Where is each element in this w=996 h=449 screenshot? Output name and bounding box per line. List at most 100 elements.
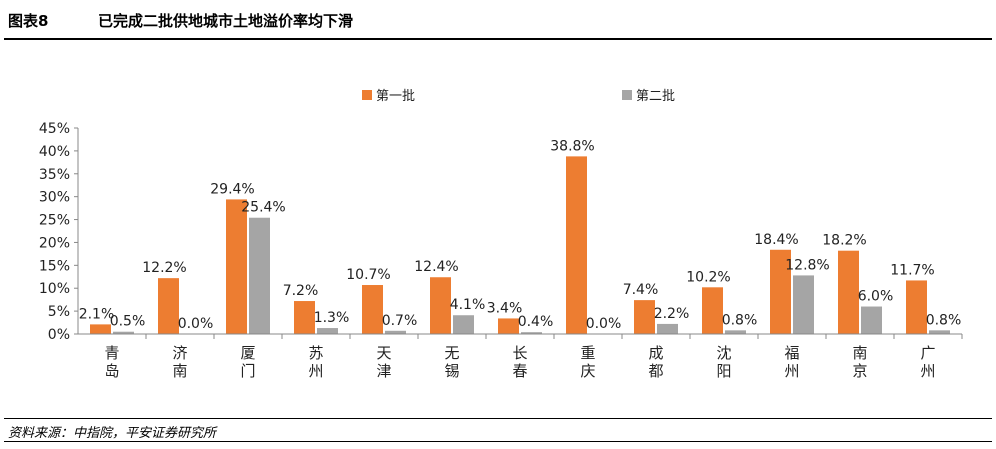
bar-series-1 <box>294 301 315 334</box>
data-label-series-1: 7.4% <box>623 282 659 298</box>
data-label-series-2: 0.0% <box>178 316 214 332</box>
y-tick-label: 25% <box>39 213 70 229</box>
x-tick-label: 沈 <box>716 344 731 362</box>
bar-series-2 <box>929 330 950 334</box>
legend: 第一批 第二批 <box>362 89 675 104</box>
data-label-series-1: 29.4% <box>210 181 254 197</box>
x-tick-label: 阳 <box>716 362 731 380</box>
x-tick-label: 济 <box>172 344 187 362</box>
data-label-series-2: 12.8% <box>785 257 829 273</box>
data-label-series-2: 2.2% <box>654 306 690 322</box>
data-label-series-1: 3.4% <box>487 300 523 316</box>
legend-label: 第一批 <box>376 89 415 104</box>
bar-series-1 <box>702 287 723 334</box>
x-tick-label: 重 <box>580 344 595 362</box>
bar-chart: 第一批 第二批 0% 5% 10% 15% 20% 25% 30% 35% 40% 45% 2.1%… <box>39 89 963 380</box>
data-label-series-2: 0.5% <box>110 314 146 330</box>
data-label-series-2: 0.8% <box>722 312 758 328</box>
x-tick-label: 南 <box>852 344 867 362</box>
bottom-rule <box>4 418 992 419</box>
bar-series-1 <box>838 250 859 334</box>
top-rule <box>4 38 992 40</box>
legend-swatch <box>622 90 632 100</box>
y-axis: 0% 5% 10% 15% 20% 25% 30% 35% 40% 45% <box>39 121 79 343</box>
y-tick-label: 0% <box>48 327 70 343</box>
y-tick-label: 10% <box>39 281 70 297</box>
data-label-series-2: 0.8% <box>926 312 962 328</box>
bar-series-1 <box>362 285 383 334</box>
data-label-series-1: 7.2% <box>283 283 319 299</box>
y-tick-label: 30% <box>39 190 70 206</box>
x-tick-label: 天 <box>376 344 391 362</box>
legend-label: 第二批 <box>636 89 675 104</box>
data-label-series-2: 4.1% <box>450 297 486 313</box>
y-tick-label: 20% <box>39 235 70 251</box>
x-tick-label: 南 <box>172 362 187 380</box>
bar-series-2 <box>521 332 542 334</box>
x-tick-label: 州 <box>784 362 799 380</box>
bars <box>90 156 950 334</box>
x-tick-label: 岛 <box>104 362 119 380</box>
bar-series-2 <box>113 331 134 334</box>
data-label-series-2: 0.0% <box>586 316 622 332</box>
bar-series-2 <box>861 306 882 334</box>
x-tick-label: 福 <box>784 344 799 362</box>
y-tick-label: 35% <box>39 167 70 183</box>
x-tick-label: 京 <box>852 362 867 380</box>
x-tick-label: 门 <box>240 362 255 380</box>
y-tick-label: 40% <box>39 144 70 160</box>
bar-series-2 <box>725 330 746 334</box>
x-tick-label: 苏 <box>308 344 323 362</box>
bar-series-1 <box>158 278 179 334</box>
bar-series-1 <box>90 324 111 334</box>
x-tick-label: 长 <box>512 344 527 362</box>
x-tick-label: 庆 <box>580 362 595 380</box>
data-labels: 2.1%0.5% 12.2% 0.0% 29.4% 25.4% 7.2% 1.3% 10.7%… <box>79 138 962 332</box>
x-tick-label: 成 <box>648 344 663 362</box>
data-label-series-2: 25.4% <box>241 200 285 216</box>
bar-series-1 <box>634 300 655 334</box>
data-label-series-2: 1.3% <box>314 310 350 326</box>
bar-series-1 <box>566 156 587 334</box>
y-tick-label: 15% <box>39 258 70 274</box>
bottom-rule-2 <box>4 441 992 442</box>
data-label-series-1: 12.4% <box>414 259 458 275</box>
x-tick-label: 津 <box>376 362 391 380</box>
figure-title: 已完成二批供地城市土地溢价率均下滑 <box>98 12 354 30</box>
x-tick-label: 州 <box>308 362 323 380</box>
bar-series-1 <box>430 277 451 334</box>
x-tick-label: 无 <box>444 344 459 362</box>
bar-series-2 <box>317 328 338 334</box>
data-label-series-2: 6.0% <box>858 289 894 305</box>
source-note: 资料来源：中指院，平安证券研究所 <box>8 426 217 441</box>
data-label-series-1: 2.1% <box>79 306 115 322</box>
bar-series-2 <box>793 275 814 334</box>
x-tick-label: 锡 <box>444 362 459 380</box>
data-label-series-1: 10.2% <box>686 269 730 285</box>
y-tick-label: 45% <box>39 121 70 137</box>
bar-series-2 <box>385 330 406 334</box>
bar-series-1 <box>498 318 519 334</box>
x-tick-label: 春 <box>512 362 527 380</box>
x-tick-label: 厦 <box>240 344 255 362</box>
data-label-series-1: 11.7% <box>890 262 934 278</box>
x-tick-label: 广 <box>920 344 935 362</box>
data-label-series-1: 38.8% <box>550 138 594 154</box>
x-tick-label: 州 <box>920 362 935 380</box>
data-label-series-1: 10.7% <box>346 267 390 283</box>
y-tick-label: 5% <box>48 304 70 320</box>
bar-series-1 <box>906 280 927 334</box>
bar-series-1 <box>770 249 791 334</box>
data-label-series-1: 12.2% <box>142 260 186 276</box>
data-label-series-1: 18.2% <box>822 233 866 249</box>
figure-label: 图表8 <box>8 12 49 30</box>
data-label-series-1: 18.4% <box>754 232 798 248</box>
bar-series-2 <box>249 217 270 334</box>
data-label-series-2: 0.7% <box>382 313 418 329</box>
data-label-series-2: 0.4% <box>518 314 554 330</box>
bar-series-1 <box>226 199 247 334</box>
legend-swatch <box>362 90 372 100</box>
bar-series-2 <box>657 323 678 334</box>
x-tick-label: 都 <box>648 362 663 380</box>
